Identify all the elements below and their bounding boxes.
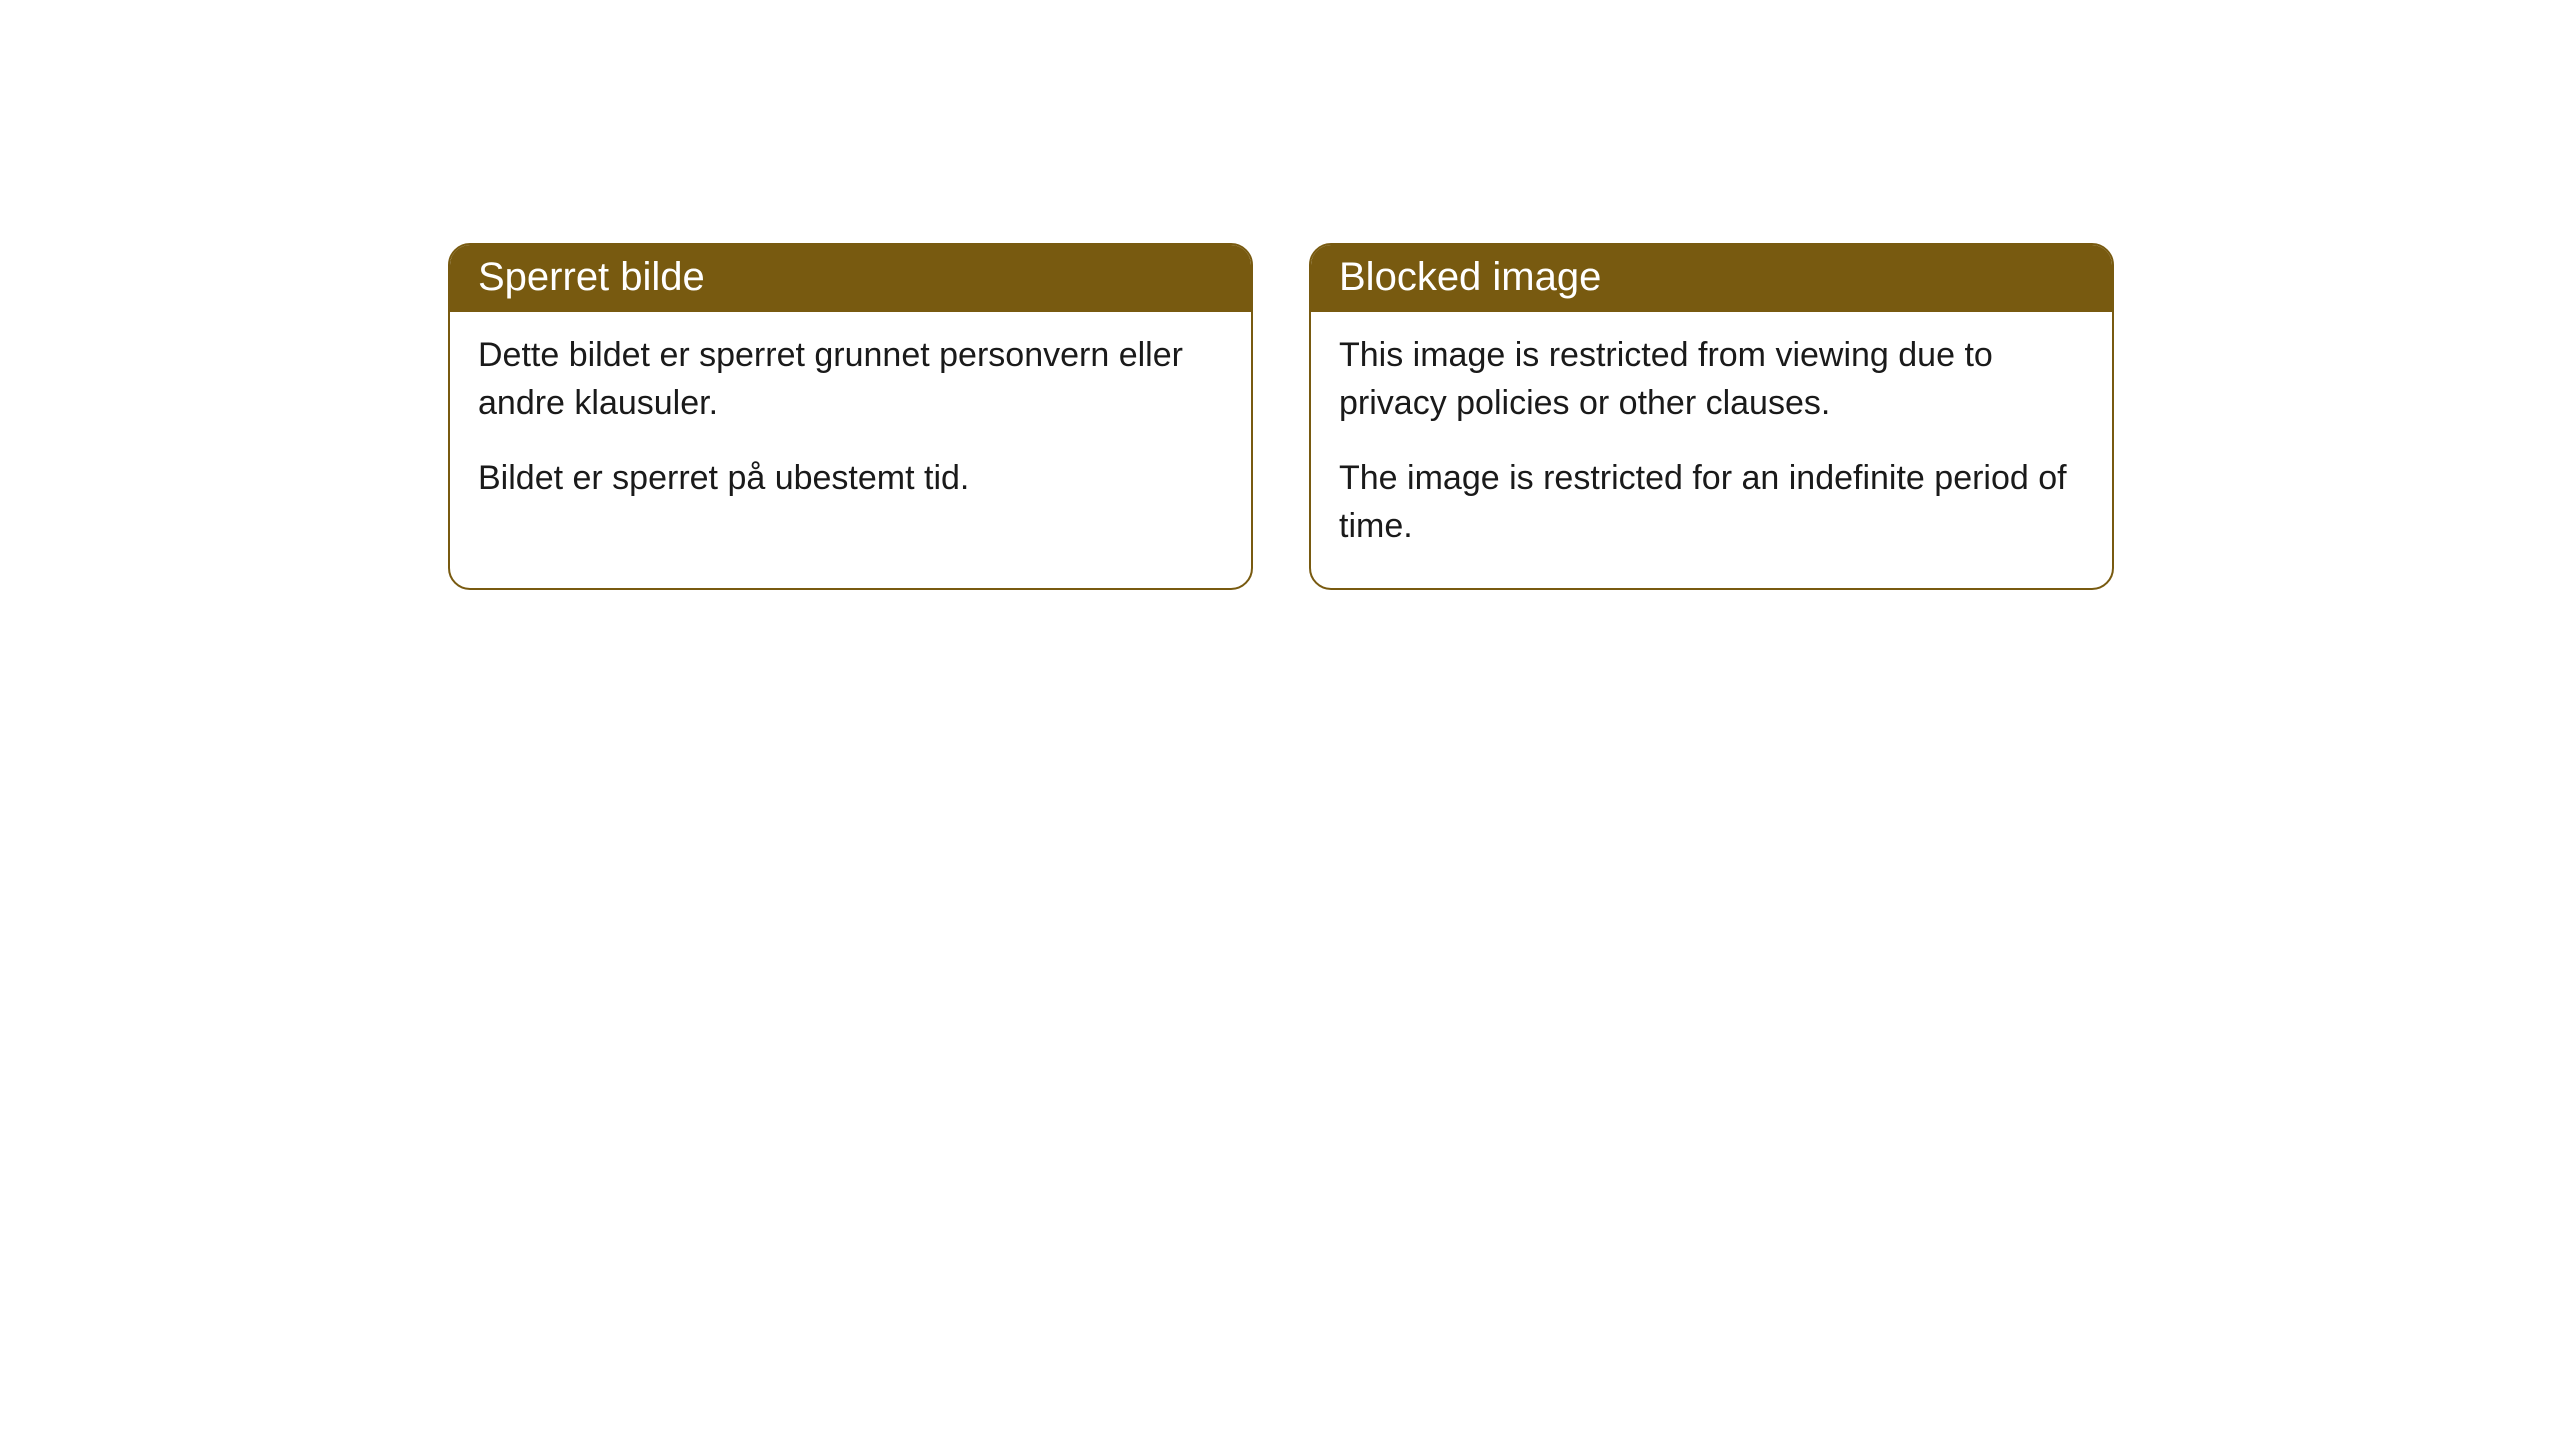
blocked-image-card-english: Blocked image This image is restricted f… xyxy=(1309,243,2114,590)
card-paragraph-2-norwegian: Bildet er sperret på ubestemt tid. xyxy=(478,455,1223,503)
card-paragraph-1-english: This image is restricted from viewing du… xyxy=(1339,332,2084,427)
card-header-english: Blocked image xyxy=(1311,245,2112,312)
card-body-norwegian: Dette bildet er sperret grunnet personve… xyxy=(450,312,1251,541)
card-body-english: This image is restricted from viewing du… xyxy=(1311,312,2112,588)
card-title-english: Blocked image xyxy=(1339,255,1601,299)
blocked-image-card-norwegian: Sperret bilde Dette bildet er sperret gr… xyxy=(448,243,1253,590)
card-paragraph-2-english: The image is restricted for an indefinit… xyxy=(1339,455,2084,550)
cards-container: Sperret bilde Dette bildet er sperret gr… xyxy=(448,243,2114,590)
card-title-norwegian: Sperret bilde xyxy=(478,255,705,299)
card-paragraph-1-norwegian: Dette bildet er sperret grunnet personve… xyxy=(478,332,1223,427)
card-header-norwegian: Sperret bilde xyxy=(450,245,1251,312)
